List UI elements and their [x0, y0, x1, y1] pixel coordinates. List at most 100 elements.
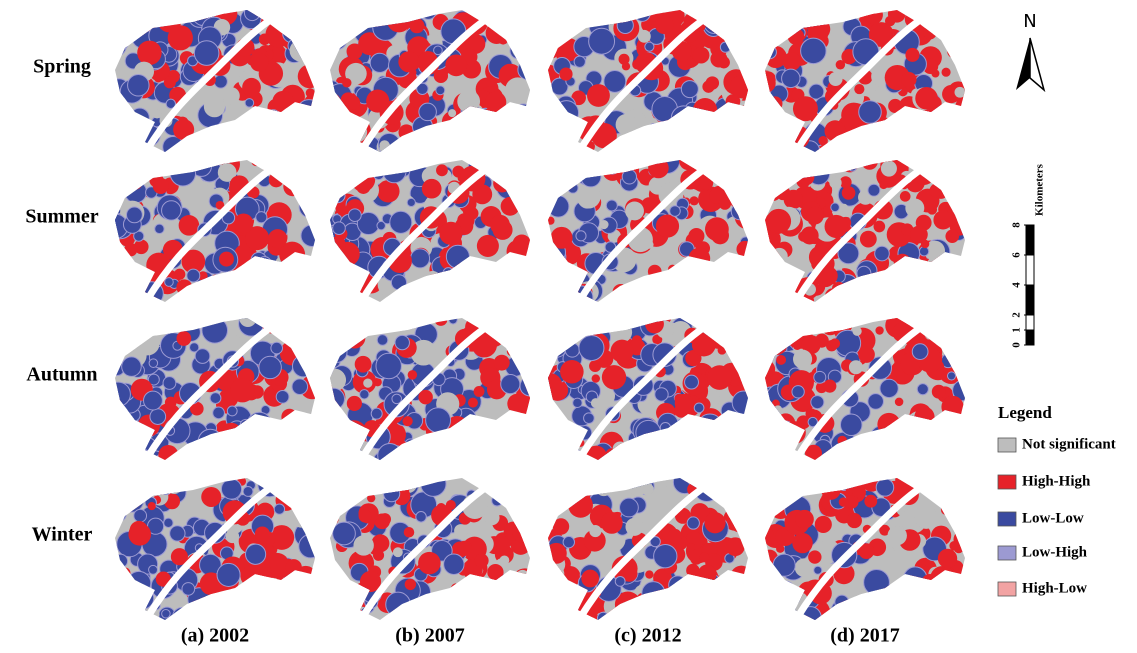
cluster	[665, 430, 678, 443]
cluster	[115, 2, 139, 26]
cluster	[418, 606, 434, 622]
cluster	[422, 179, 442, 199]
cluster	[273, 445, 296, 468]
cluster	[490, 157, 512, 179]
scale-tick-label: 0	[1011, 342, 1023, 348]
cluster	[631, 438, 653, 460]
cluster	[508, 120, 516, 128]
cluster	[564, 588, 573, 597]
cluster	[280, 451, 296, 467]
cluster	[249, 141, 269, 161]
cluster	[910, 226, 928, 244]
cluster	[219, 252, 234, 267]
cluster	[448, 109, 456, 117]
cluster	[424, 271, 441, 288]
cluster	[507, 240, 530, 263]
cluster	[821, 480, 840, 499]
cluster	[280, 483, 292, 495]
cluster	[559, 117, 568, 126]
cluster	[924, 325, 939, 340]
cluster	[334, 438, 345, 449]
cluster	[780, 129, 797, 146]
cluster	[736, 339, 746, 349]
cluster	[885, 16, 895, 26]
cluster	[161, 484, 171, 494]
cluster	[241, 277, 267, 303]
cluster	[170, 472, 188, 490]
cluster	[286, 161, 311, 186]
cluster	[356, 180, 370, 194]
cluster	[269, 172, 284, 187]
cluster	[398, 124, 414, 140]
cluster	[602, 365, 626, 389]
cluster	[299, 197, 319, 217]
cluster	[542, 498, 559, 515]
cluster	[519, 258, 527, 266]
map-clusters	[537, 307, 755, 468]
cluster	[118, 317, 129, 328]
cluster	[544, 188, 554, 198]
cluster	[922, 310, 942, 330]
scale-segment	[1026, 330, 1034, 345]
cluster	[720, 42, 730, 52]
cluster	[840, 414, 862, 436]
cluster	[837, 140, 854, 157]
cluster	[340, 260, 351, 271]
cluster	[125, 14, 138, 27]
cluster	[563, 536, 574, 547]
cluster	[510, 43, 526, 59]
cluster	[423, 443, 440, 460]
cluster	[416, 512, 427, 523]
cluster	[278, 447, 297, 466]
cluster	[518, 122, 531, 135]
cluster	[581, 570, 599, 588]
cluster	[732, 10, 756, 34]
cluster	[173, 119, 194, 140]
cluster	[500, 433, 518, 451]
cluster	[329, 9, 341, 21]
cluster	[571, 604, 580, 613]
cluster	[693, 98, 717, 122]
cluster	[560, 360, 584, 384]
cluster	[130, 108, 149, 127]
cluster	[584, 413, 595, 424]
cluster	[945, 132, 968, 155]
cluster	[333, 222, 346, 235]
cluster	[689, 599, 706, 616]
cluster	[518, 424, 528, 434]
cluster	[547, 440, 562, 455]
cluster	[431, 593, 455, 617]
cluster	[383, 159, 406, 182]
cluster	[639, 126, 658, 145]
cluster	[459, 600, 475, 616]
cluster	[881, 161, 897, 177]
cluster	[108, 177, 123, 192]
cluster	[699, 552, 709, 562]
cluster	[306, 88, 315, 97]
cluster	[345, 316, 359, 330]
cluster	[173, 607, 192, 626]
cluster	[138, 14, 155, 31]
cluster	[345, 604, 362, 621]
cluster	[228, 283, 240, 295]
cluster	[870, 274, 889, 293]
cluster	[543, 609, 562, 628]
cluster	[204, 96, 225, 117]
cluster	[204, 277, 221, 294]
cluster	[152, 109, 161, 118]
cluster	[453, 612, 465, 624]
cluster	[698, 118, 707, 127]
cluster	[880, 379, 898, 397]
cluster	[250, 53, 269, 72]
cluster	[446, 245, 469, 268]
cluster	[297, 100, 321, 124]
cluster	[917, 590, 932, 605]
cluster	[520, 193, 534, 207]
map-grid	[103, 0, 974, 631]
cluster	[118, 448, 132, 462]
cluster	[704, 512, 725, 533]
cluster	[773, 421, 796, 444]
cluster	[346, 95, 361, 110]
cluster	[363, 379, 372, 388]
cluster	[773, 554, 795, 576]
